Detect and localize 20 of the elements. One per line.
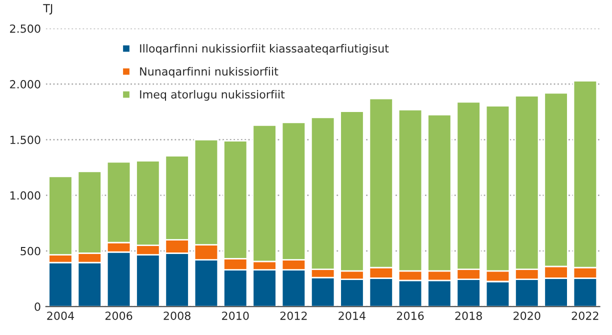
- y-tick-label: 1.500: [10, 136, 40, 144]
- y-tick-label: 2.500: [10, 24, 40, 33]
- x-tick-label: 2018: [455, 312, 482, 320]
- legend-label: Nunaqarfinni nukissiorfiit: [140, 67, 278, 78]
- legend-label: Illoqarfinni nukissiorfiit kiassaateqarfiutigisut: [140, 44, 389, 55]
- y-tick-label: 1.000: [10, 191, 40, 200]
- y-tick-label: 2.000: [10, 80, 40, 88]
- x-tick-label: 2008: [164, 312, 190, 320]
- x-tick-label: 2010: [222, 312, 249, 320]
- x-tick-label: 2016: [396, 312, 424, 320]
- y-tick-label: 500: [20, 246, 40, 256]
- x-tick-label: 2006: [105, 312, 132, 320]
- y-tick-label: 0: [34, 302, 40, 311]
- x-tick-label: 2014: [338, 312, 366, 320]
- x-tick-label: 2022: [572, 312, 598, 320]
- legend-label: Imeq atorlugu nukissiorfiit: [140, 90, 285, 101]
- x-tick-label: 2012: [280, 312, 307, 320]
- x-tick-label: 2020: [514, 312, 540, 320]
- y-axis-title: TJ: [43, 4, 52, 14]
- x-tick-label: 2004: [47, 312, 74, 320]
